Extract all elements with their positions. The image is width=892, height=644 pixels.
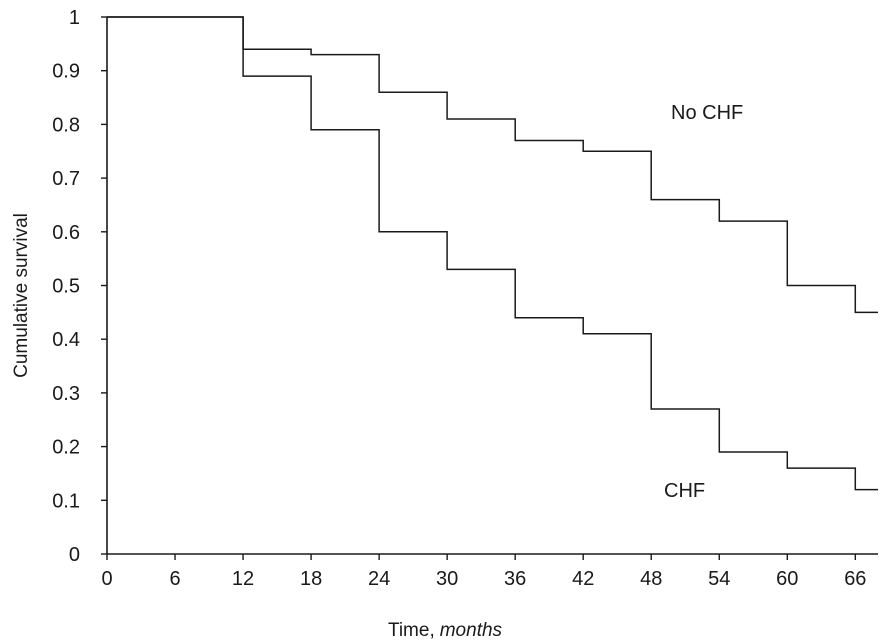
x-tick-label: 36 xyxy=(504,568,526,590)
x-tick-label: 12 xyxy=(232,568,254,590)
series-label-chf: CHF xyxy=(664,480,705,502)
x-tick-label: 0 xyxy=(101,568,112,590)
y-axis-title: Cumulative survival xyxy=(11,213,32,378)
x-axis-title-main: Time, xyxy=(388,620,435,641)
x-tick-label: 30 xyxy=(436,568,458,590)
series-annotations: No CHF CHF xyxy=(664,102,743,502)
x-tick-label: 60 xyxy=(776,568,798,590)
y-tick-label: 0.7 xyxy=(52,168,80,190)
y-tick-label: 0.3 xyxy=(52,383,80,405)
x-tick-label: 42 xyxy=(572,568,594,590)
series-label-no-chf: No CHF xyxy=(671,102,743,124)
y-axis: 0 0.1 0.2 0.3 0.4 0.5 0.6 0.7 0.8 0.9 1 xyxy=(52,7,108,566)
y-tick-label: 0.5 xyxy=(52,276,80,298)
y-tick-label: 0.1 xyxy=(52,490,80,512)
x-axis-title-unit: months xyxy=(440,620,503,641)
y-tick-label: 0.9 xyxy=(52,61,80,83)
y-tick-label: 0.6 xyxy=(52,222,80,244)
x-tick-label: 6 xyxy=(169,568,180,590)
x-axis: 0 6 12 18 24 30 36 42 48 54 60 66 xyxy=(101,553,878,590)
x-axis-title: Time, months xyxy=(388,620,503,641)
x-tick-label: 66 xyxy=(844,568,866,590)
x-tick-label: 54 xyxy=(708,568,730,590)
y-tick-label: 0.8 xyxy=(52,114,80,136)
x-tick-label: 18 xyxy=(300,568,322,590)
series-line-chf xyxy=(107,16,878,491)
survival-curves xyxy=(107,16,878,491)
y-tick-label: 1 xyxy=(69,7,80,29)
x-tick-label: 48 xyxy=(640,568,662,590)
y-tick-label: 0 xyxy=(69,544,80,566)
y-tick-label: 0.4 xyxy=(52,329,80,351)
y-tick-label: 0.2 xyxy=(52,437,80,459)
x-tick-label: 24 xyxy=(368,568,390,590)
series-line-no-chf xyxy=(107,16,878,314)
